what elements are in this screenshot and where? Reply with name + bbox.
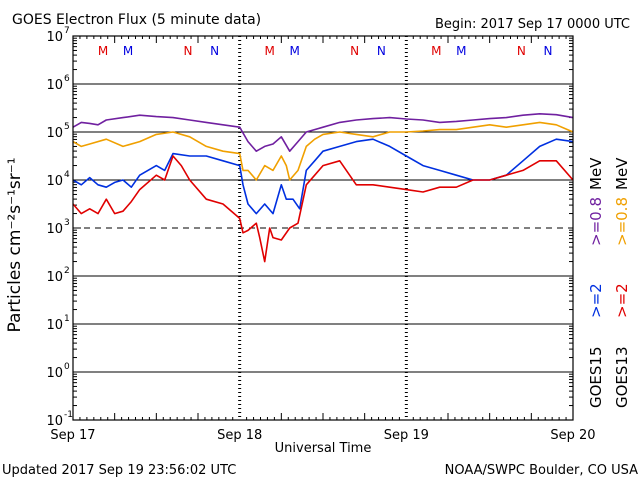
x-tick-label: Sep 18 xyxy=(217,428,262,443)
y-tick-exponent: 6 xyxy=(64,74,70,84)
series-lines xyxy=(72,113,574,263)
noon-midnight-marker: M xyxy=(431,44,441,58)
y-tick-label: 10 xyxy=(46,30,63,45)
legend-goes13: GOES13 xyxy=(613,346,631,408)
plot-frame xyxy=(72,35,574,421)
noon-midnight-marker: M xyxy=(123,44,133,58)
footer-credit: NOAA/SWPC Boulder, CO USA xyxy=(445,463,638,478)
legend: GOES15 GOES13 >=2 >=2 >=0.8 >=0.8 MeV Me… xyxy=(587,157,631,408)
x-axis-ticks: Sep 17 Sep 18 Sep 19 Sep 20 xyxy=(50,428,595,443)
noon-midnight-marker: M xyxy=(98,44,108,58)
noon-midnight-marker: N xyxy=(377,44,386,58)
y-tick-exponent: -1 xyxy=(64,410,73,420)
noon-midnight-marker: M xyxy=(289,44,299,58)
y-tick-label: 10 xyxy=(46,78,63,93)
y-tick-exponent: 1 xyxy=(64,314,70,324)
y-tick-exponent: 0 xyxy=(64,362,70,372)
y-tick-exponent: 5 xyxy=(64,122,70,132)
legend-unit-2: MeV xyxy=(613,157,631,190)
y-tick-label: 10 xyxy=(46,414,63,429)
legend-goes13-ge08: >=0.8 xyxy=(613,197,631,246)
x-tick-label: Sep 20 xyxy=(550,428,595,443)
footer-updated: Updated 2017 Sep 19 23:56:02 UTC xyxy=(2,463,236,478)
legend-goes15-ge2: >=2 xyxy=(587,283,605,318)
x-axis-label: Universal Time xyxy=(275,441,372,456)
grid-lines xyxy=(73,36,573,420)
noon-midnight-marker: N xyxy=(184,44,193,58)
y-tick-exponent: 4 xyxy=(64,170,70,180)
series-line xyxy=(72,155,574,263)
y-axis-label: Particles cm⁻²s⁻¹sr⁻¹ xyxy=(5,157,25,332)
legend-goes13-ge2: >=2 xyxy=(613,283,631,318)
begin-label: Begin: 2017 Sep 17 0000 UTC xyxy=(435,17,630,32)
y-tick-label: 10 xyxy=(46,222,63,237)
y-tick-exponent: 2 xyxy=(64,266,70,276)
noon-midnight-marker: N xyxy=(210,44,219,58)
x-tick-label: Sep 19 xyxy=(384,428,429,443)
series-line xyxy=(72,113,574,152)
series-line xyxy=(72,121,574,181)
noon-midnight-marker: N xyxy=(544,44,553,58)
noon-midnight-marker: N xyxy=(517,44,526,58)
x-tick-label: Sep 17 xyxy=(50,428,95,443)
y-tick-label: 10 xyxy=(46,318,63,333)
y-tick-label: 10 xyxy=(46,126,63,141)
y-tick-label: 10 xyxy=(46,270,63,285)
series-line xyxy=(72,138,574,215)
y-tick-label: 10 xyxy=(46,174,63,189)
chart-title: GOES Electron Flux (5 minute data) xyxy=(12,12,261,28)
legend-unit: MeV xyxy=(587,157,605,190)
legend-goes15: GOES15 xyxy=(587,346,605,408)
noon-midnight-marker: M xyxy=(456,44,466,58)
y-tick-exponent: 3 xyxy=(64,218,70,228)
y-tick-exponent: 7 xyxy=(64,26,70,36)
y-tick-label: 10 xyxy=(46,366,63,381)
legend-goes15-ge08: >=0.8 xyxy=(587,197,605,246)
noon-midnight-marker: N xyxy=(350,44,359,58)
noon-midnight-marker: M xyxy=(264,44,274,58)
